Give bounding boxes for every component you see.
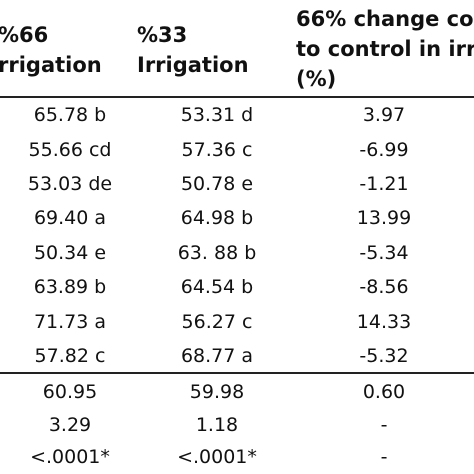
cell-change: 13.99: [356, 207, 412, 230]
header-33-irrigation: %33 Irrigation: [137, 20, 249, 80]
summary-divider: [0, 372, 474, 374]
header-change-line-2: to control in irri: [296, 37, 474, 61]
header-66-line-2: rrigation: [0, 53, 102, 77]
cell-66-irrigation: 57.82 c: [34, 344, 106, 367]
table-row: 65.78 b 53.31 d 3.97: [0, 98, 474, 132]
cell-66-irrigation: 3.29: [48, 413, 92, 436]
table-row: 55.66 cd 57.36 c -6.99: [0, 132, 474, 166]
cell-33-irrigation: 50.78 e: [180, 172, 254, 195]
cell-33-irrigation: 1.18: [195, 413, 239, 436]
header-66-line-1: %66: [0, 23, 49, 47]
cell-66-irrigation: <.0001*: [30, 446, 110, 469]
cell-change: 14.33: [356, 310, 412, 333]
cell-33-irrigation: 53.31 d: [180, 104, 254, 127]
cell-33-irrigation: 57.36 c: [181, 138, 253, 161]
cell-change: -8.56: [359, 276, 409, 299]
cell-change: 0.60: [362, 381, 406, 404]
cell-change: -5.32: [359, 344, 409, 367]
cell-33-irrigation: 68.77 a: [180, 344, 254, 367]
cell-66-irrigation: 63.89 b: [33, 276, 107, 299]
cell-33-irrigation: <.0001*: [177, 446, 257, 469]
cell-66-irrigation: 65.78 b: [33, 104, 107, 127]
cell-33-irrigation: 63. 88 b: [177, 241, 257, 264]
cell-change: -5.34: [359, 241, 409, 264]
cell-33-irrigation: 64.54 b: [180, 276, 254, 299]
cell-change: 3.97: [362, 104, 406, 127]
header-66-irrigation: %66 rrigation: [0, 20, 102, 80]
cell-33-irrigation: 56.27 c: [181, 310, 253, 333]
cell-change: -6.99: [359, 138, 409, 161]
cell-66-irrigation: 69.40 a: [33, 207, 107, 230]
cell-66-irrigation: 60.95: [42, 381, 98, 404]
header-33-line-2: Irrigation: [137, 53, 249, 77]
header-divider: [0, 96, 474, 98]
table-row: 50.34 e 63. 88 b -5.34: [0, 236, 474, 270]
header-33-line-1: %33: [137, 23, 188, 47]
table-row: 63.89 b 64.54 b -8.56: [0, 270, 474, 304]
cell-change: -: [380, 446, 388, 469]
cell-change: -1.21: [359, 172, 409, 195]
cell-66-irrigation: 55.66 cd: [28, 138, 112, 161]
header-change-line-3: (%): [296, 67, 337, 91]
cell-66-irrigation: 71.73 a: [33, 310, 107, 333]
summary-row-pvalue: <.0001* <.0001* -: [0, 441, 474, 474]
cell-66-irrigation: 50.34 e: [33, 241, 107, 264]
cell-33-irrigation: 64.98 b: [180, 207, 254, 230]
table-row: 53.03 de 50.78 e -1.21: [0, 167, 474, 201]
table-row: 57.82 c 68.77 a -5.32: [0, 339, 474, 373]
cell-66-irrigation: 53.03 de: [27, 172, 113, 195]
cell-change: -: [380, 413, 388, 436]
summary-row-mean: 60.95 59.98 0.60: [0, 376, 474, 409]
header-change-line-1: 66% change cor: [296, 7, 474, 31]
summary-row-lsd: 3.29 1.18 -: [0, 409, 474, 442]
data-table-body: 65.78 b 53.31 d 3.97 55.66 cd 57.36 c -6…: [0, 98, 474, 373]
table-row: 69.40 a 64.98 b 13.99: [0, 201, 474, 235]
cell-33-irrigation: 59.98: [189, 381, 245, 404]
summary-table-body: 60.95 59.98 0.60 3.29 1.18 - <.0001* <.0…: [0, 376, 474, 474]
table-row: 71.73 a 56.27 c 14.33: [0, 304, 474, 338]
header-change-percent: 66% change cor to control in irri (%): [296, 4, 474, 94]
